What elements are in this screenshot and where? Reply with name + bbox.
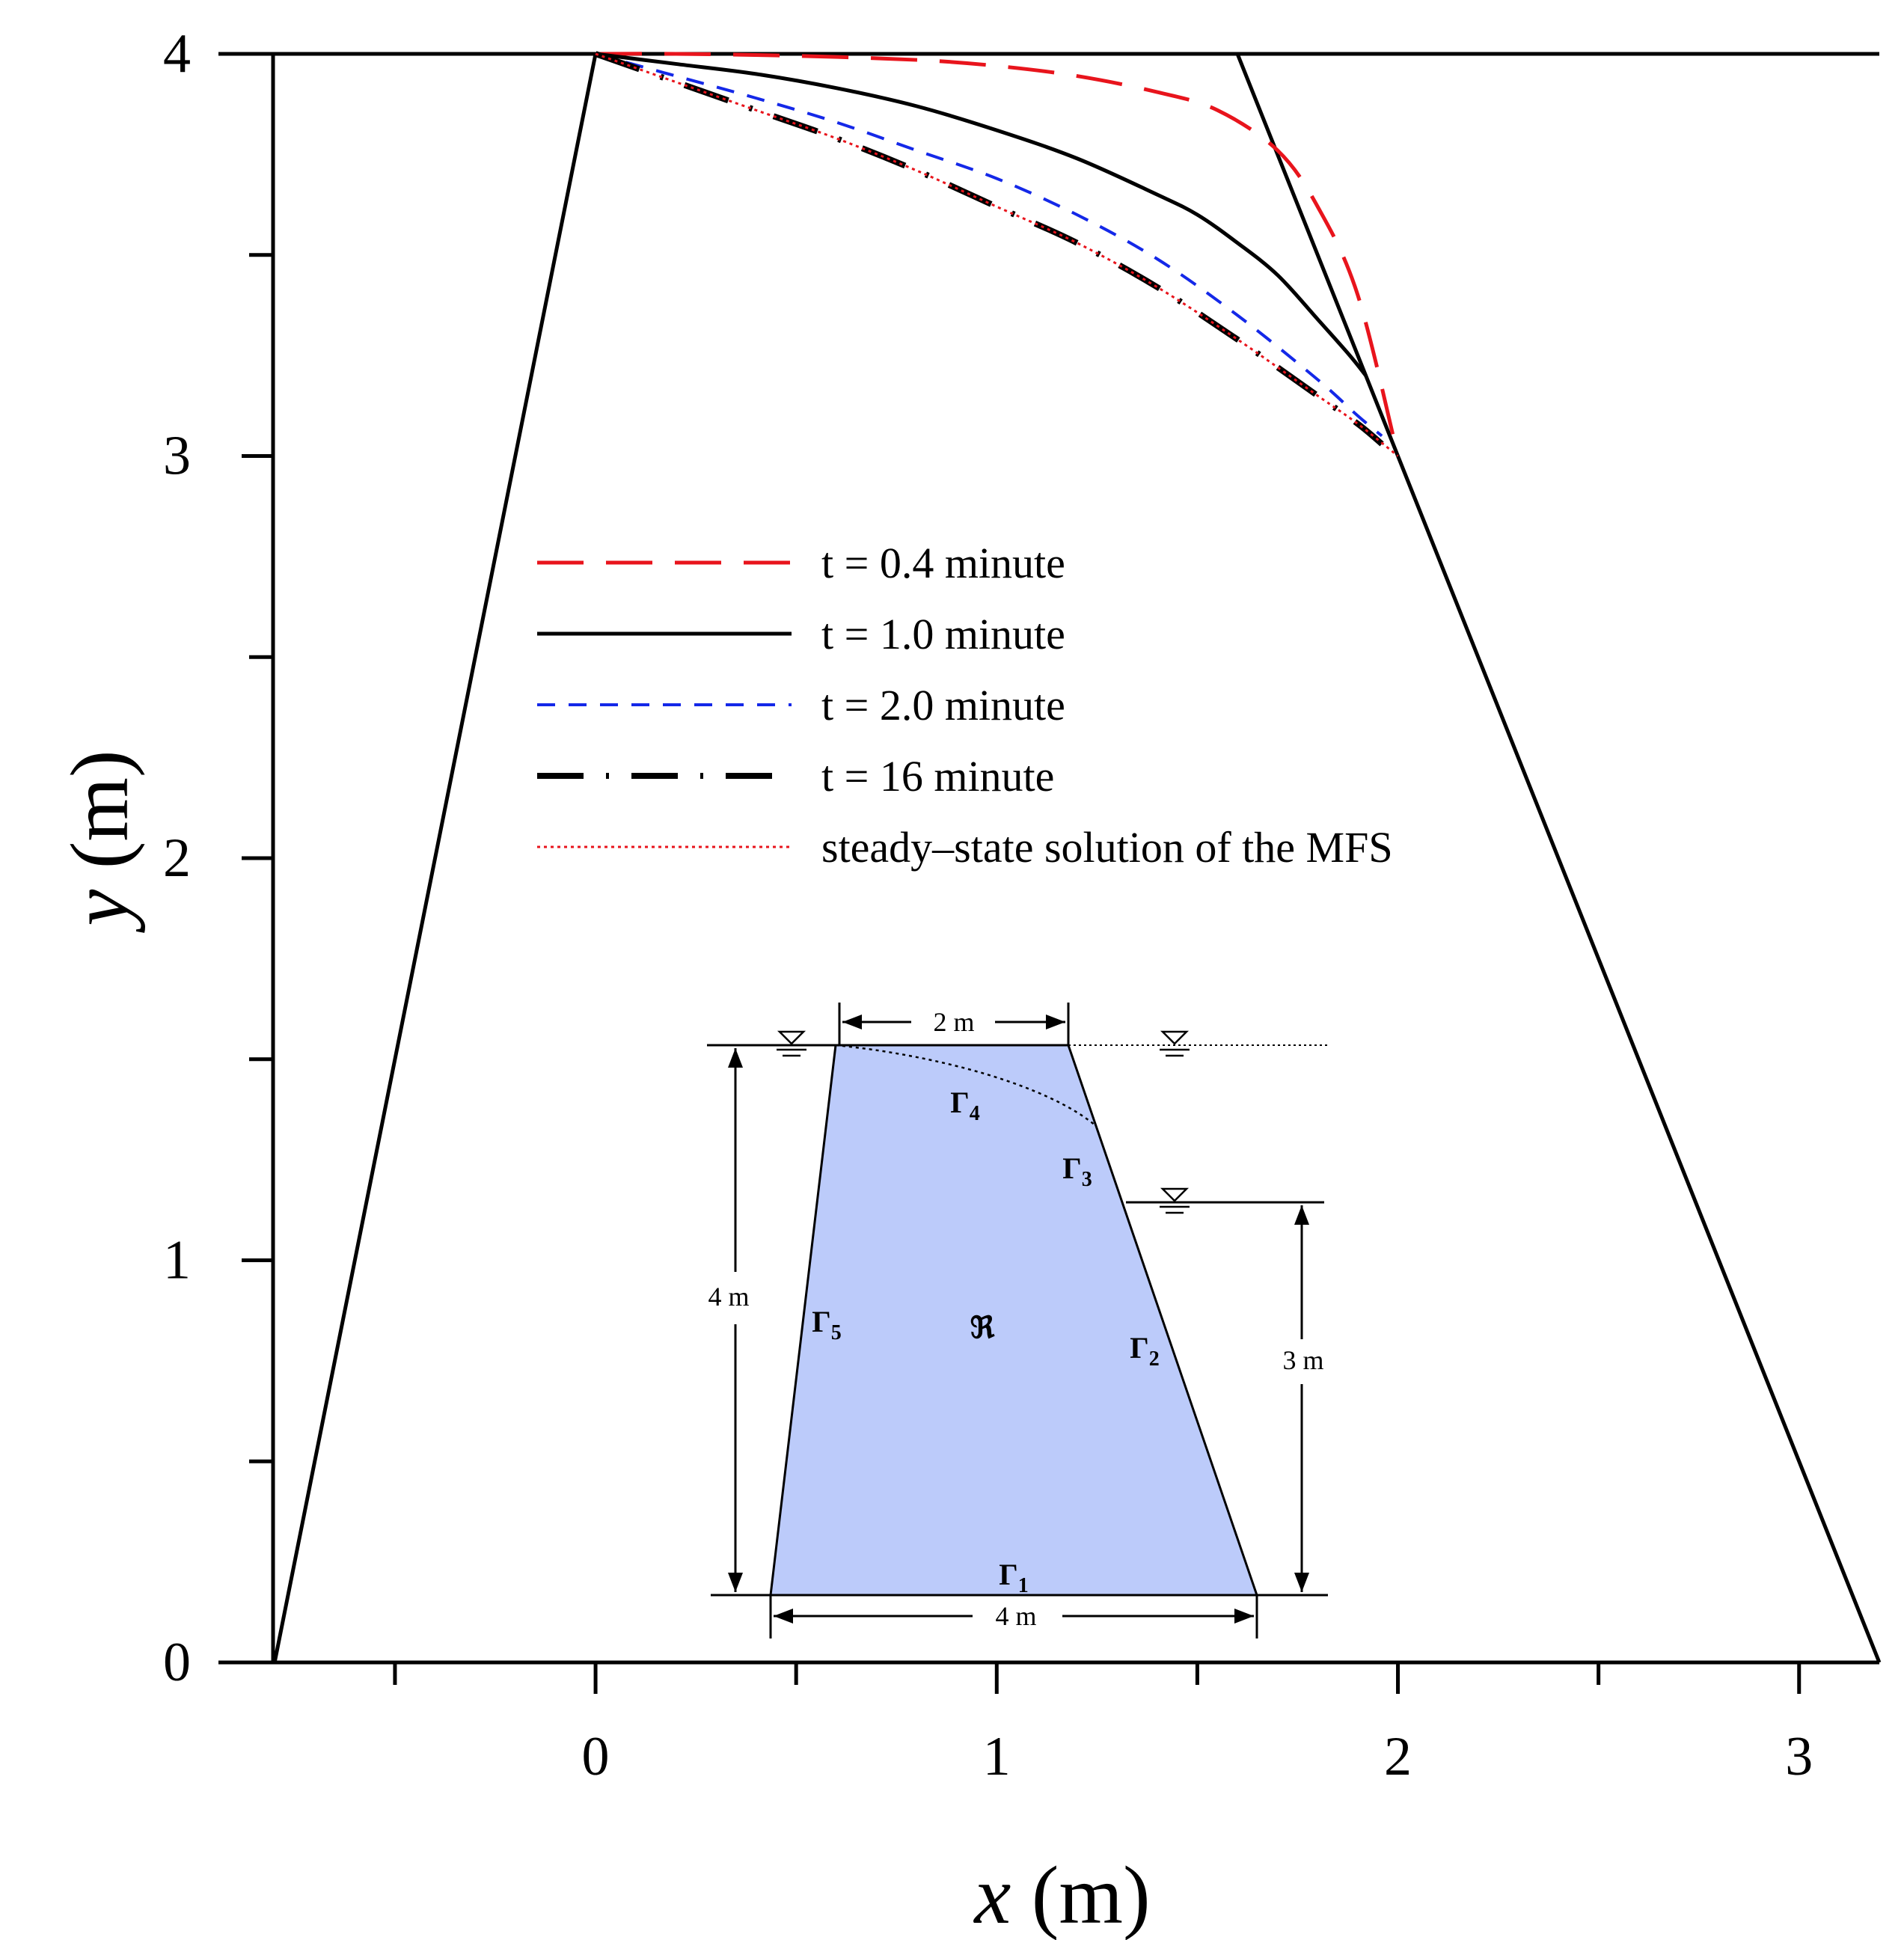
arrowhead: [728, 1048, 743, 1068]
y-tick-label: 2: [163, 827, 191, 889]
plot-axes: 0 1 2 3 0 1 2 3 4: [163, 23, 1879, 1787]
x-axis-symbol: x: [973, 1849, 1011, 1940]
arrowhead: [728, 1573, 743, 1592]
water-level-icon: [777, 1030, 806, 1057]
inset-boundary-label-4: Γ4: [950, 1086, 979, 1125]
water-level-icon: [1160, 1030, 1190, 1057]
inset-boundary-label-1: Γ1: [999, 1558, 1028, 1597]
inset-dam-shape: [769, 1044, 1259, 1597]
axis-labels: x (m) y (m): [54, 750, 1151, 1940]
legend-label-2: t = 1.0 minute: [821, 610, 1065, 658]
water-triangle: [1160, 1187, 1190, 1202]
x-axis-unit: (m): [1011, 1849, 1150, 1940]
water-triangle: [777, 1030, 806, 1045]
inset-free-surface: [835, 1044, 1097, 1127]
legend-label-5: steady–state solution of the MFS: [821, 823, 1393, 872]
water-level-icon: [1160, 1187, 1190, 1214]
arrowhead: [842, 1015, 862, 1029]
inset-bottom-width-label: 4 m: [995, 1601, 1036, 1631]
legend-label-1: t = 0.4 minute: [821, 539, 1065, 587]
x-tick-label: 3: [1785, 1726, 1813, 1787]
inset-top-width-label: 2 m: [933, 1007, 974, 1037]
legend: t = 0.4 minute t = 1.0 minute t = 2.0 minu…: [537, 539, 1393, 872]
inset-right-height-label: 3 m: [1282, 1345, 1323, 1375]
inset-boundary-label-5: Γ5: [812, 1305, 841, 1344]
arrowhead: [1234, 1609, 1254, 1624]
series-line-2: [593, 52, 1368, 378]
dam-outline-line: [272, 52, 1882, 1663]
series-line-1: [596, 52, 1400, 457]
y-axis-symbol: y: [54, 890, 145, 934]
x-axis-title: x (m): [973, 1849, 1150, 1940]
water-triangle: [1160, 1030, 1190, 1045]
series-line-4: [594, 51, 1384, 447]
y-tick-label: 1: [163, 1230, 191, 1291]
series-line-3: [595, 52, 1383, 438]
legend-label-4: t = 16 minute: [821, 752, 1054, 801]
series-layer: [593, 51, 1400, 457]
y-tick-label: 3: [163, 426, 191, 487]
y-tick-label: 4: [163, 23, 191, 85]
inset-region-label: ℜ: [970, 1311, 995, 1344]
x-tick-label: 2: [1384, 1726, 1412, 1787]
inset-diagram: 2 m 4 m 4 m 3 m ℜ Γ1 Γ2 Γ3 Γ4 Γ5: [707, 1003, 1328, 1638]
x-tick-label: 1: [983, 1726, 1011, 1787]
arrowhead: [1294, 1205, 1309, 1225]
arrowhead: [1294, 1573, 1309, 1592]
arrowhead: [1046, 1015, 1065, 1029]
y-tick-label: 0: [163, 1632, 191, 1693]
inset-left-height-label: 4 m: [708, 1282, 749, 1312]
y-axis-title: y (m): [54, 750, 145, 933]
inset-boundary-label-2: Γ2: [1130, 1331, 1159, 1371]
legend-label-3: t = 2.0 minute: [821, 681, 1065, 729]
series-line-5: [595, 52, 1399, 457]
arrowhead: [774, 1609, 793, 1624]
inset-boundary-label-3: Γ3: [1062, 1151, 1092, 1191]
dam-outline: [272, 52, 1882, 1663]
x-tick-label: 0: [582, 1726, 610, 1787]
y-axis-unit: (m): [54, 750, 145, 889]
